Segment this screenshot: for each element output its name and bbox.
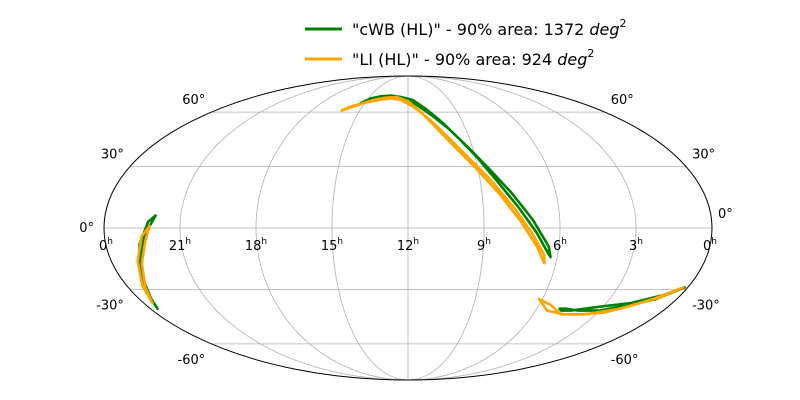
contour-line bbox=[558, 286, 686, 312]
legend-label: "cWB (HL)" - 90% area: 1372 deg2 bbox=[352, 17, 627, 39]
dec-tick-label-right: 0° bbox=[718, 207, 733, 222]
legend: "cWB (HL)" - 90% area: 1372 deg2 "LI (HL)… bbox=[305, 17, 627, 69]
ra-tick-label: 21h bbox=[169, 237, 191, 254]
ra-tick-label: 0h bbox=[703, 237, 717, 254]
dec-tick-label-right: -30° bbox=[692, 298, 720, 313]
ra-tick-label: 9h bbox=[477, 237, 491, 254]
contour-line bbox=[136, 224, 154, 305]
series-1 bbox=[136, 95, 685, 316]
mollweide-frame bbox=[103, 75, 713, 381]
contours bbox=[136, 94, 686, 316]
series-0 bbox=[138, 94, 686, 312]
ra-tick-label: 12h bbox=[397, 237, 419, 254]
dec-tick-label-left: 0° bbox=[79, 221, 94, 236]
dec-tick-label-left: 60° bbox=[182, 93, 205, 108]
contour-line bbox=[359, 94, 552, 259]
ra-tick-label: 18h bbox=[245, 237, 267, 254]
dec-tick-label-right: 30° bbox=[692, 148, 715, 163]
dec-tick-label-left: -30° bbox=[96, 298, 124, 313]
ra-tick-label: 15h bbox=[321, 237, 343, 254]
dec-tick-label-left: -60° bbox=[178, 353, 206, 368]
dec-tick-label-right: -60° bbox=[611, 353, 639, 368]
contour-line bbox=[340, 95, 546, 265]
legend-label: "LI (HL)" - 90% area: 924 deg2 bbox=[352, 47, 594, 69]
contour-line bbox=[538, 286, 685, 316]
dec-tick-label-left: 30° bbox=[101, 148, 124, 163]
ra-tick-label: 3h bbox=[629, 237, 643, 254]
ra-tick-label: 6h bbox=[553, 237, 567, 254]
dec-tick-label-right: 60° bbox=[611, 93, 634, 108]
tick-labels: 0h 21h 18h 15h 12h 9h 6h 3h 0h 60° 60° 30° 30° 0° 0° -3… bbox=[79, 93, 733, 368]
graticule bbox=[104, 75, 712, 381]
ra-tick-label: 0h bbox=[99, 237, 113, 254]
